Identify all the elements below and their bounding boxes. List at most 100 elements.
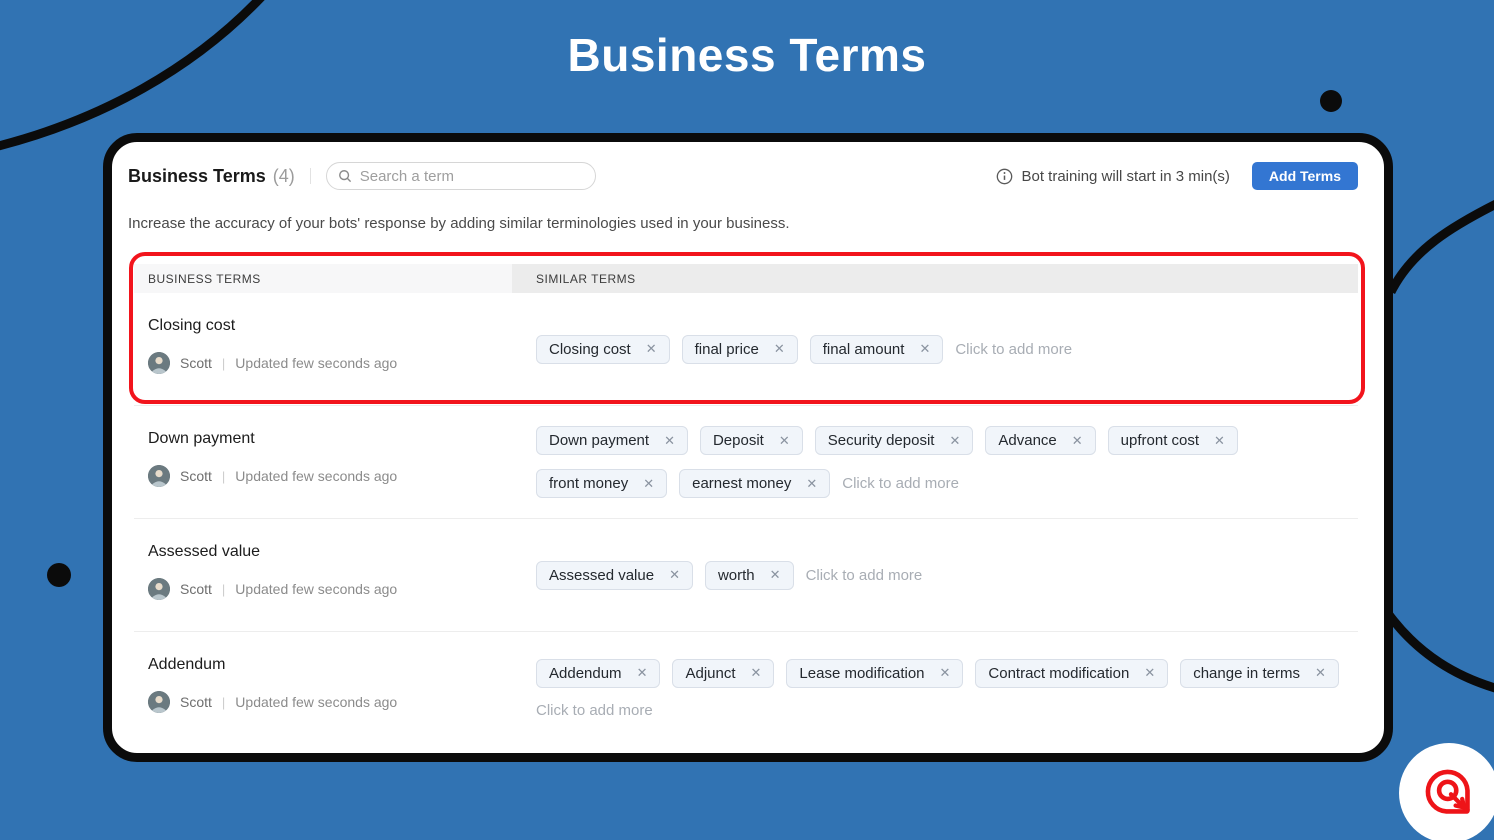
close-icon[interactable]: ✕ bbox=[778, 432, 790, 448]
search-icon bbox=[338, 170, 351, 183]
terms-count: (4) bbox=[272, 165, 295, 186]
close-icon[interactable]: ✕ bbox=[949, 432, 961, 448]
similar-term-tag: Addendum ✕ bbox=[536, 658, 661, 688]
similar-terms-cell[interactable]: Assessed value ✕ worth ✕ Click to add mo… bbox=[512, 519, 1358, 631]
author-name: Scott bbox=[180, 355, 212, 371]
table-row: Assessed value Scott | Updated few secon… bbox=[134, 519, 1358, 632]
similar-terms-cell[interactable]: Closing cost ✕ final price ✕ final amoun… bbox=[512, 293, 1358, 405]
tag-label: Closing cost bbox=[549, 340, 631, 358]
updated-timestamp: Updated few seconds ago bbox=[235, 694, 398, 710]
close-icon[interactable]: ✕ bbox=[1071, 432, 1083, 448]
avatar bbox=[148, 352, 170, 374]
similar-term-tag: final amount ✕ bbox=[809, 334, 944, 364]
close-icon[interactable]: ✕ bbox=[645, 341, 657, 356]
author-name: Scott bbox=[180, 468, 212, 484]
term-name: Down payment bbox=[148, 430, 255, 447]
table-row: Addendum Scott | Updated few seconds ago bbox=[134, 632, 1358, 745]
add-more-placeholder[interactable]: Click to add more bbox=[536, 701, 653, 719]
tag-label: Lease modification bbox=[799, 664, 925, 682]
table-row: Down payment Scott | Updated few seconds… bbox=[134, 406, 1358, 519]
brand-logo bbox=[1425, 769, 1470, 814]
tag-label: final price bbox=[694, 340, 759, 358]
avatar bbox=[148, 578, 170, 600]
meta-separator: | bbox=[221, 468, 226, 484]
close-icon[interactable]: ✕ bbox=[806, 475, 818, 491]
training-status-text: Bot training will start in 3 min(s) bbox=[1021, 167, 1230, 185]
tag-label: Adjunct bbox=[685, 664, 736, 682]
similar-term-tag: Adjunct ✕ bbox=[672, 658, 775, 688]
close-icon[interactable]: ✕ bbox=[664, 432, 675, 448]
close-icon[interactable]: ✕ bbox=[643, 475, 655, 491]
tag-label: Security deposit bbox=[827, 432, 935, 449]
meta-separator: | bbox=[221, 694, 226, 710]
term-meta: Scott | Updated few seconds ago bbox=[148, 578, 498, 600]
add-more-placeholder[interactable]: Click to add more bbox=[842, 475, 959, 492]
business-term-cell: Closing cost Scott | Updated few seconds… bbox=[134, 293, 512, 405]
similar-term-tag: Down payment ✕ bbox=[536, 426, 688, 455]
close-icon[interactable]: ✕ bbox=[636, 665, 648, 680]
term-name: Assessed value bbox=[148, 543, 261, 560]
author-name: Scott bbox=[180, 694, 212, 710]
close-icon[interactable]: ✕ bbox=[773, 341, 785, 356]
similar-term-tag: Security deposit ✕ bbox=[814, 426, 974, 455]
term-name: Addendum bbox=[148, 656, 226, 673]
table-body: Closing cost Scott | Updated few seconds… bbox=[134, 293, 1358, 745]
card-title: Business Terms bbox=[128, 165, 266, 186]
add-more-placeholder[interactable]: Click to add more bbox=[805, 566, 923, 584]
similar-term-tag: Lease modification ✕ bbox=[786, 658, 964, 688]
similar-term-tag: worth ✕ bbox=[704, 560, 794, 590]
add-more-placeholder[interactable]: Click to add more bbox=[955, 340, 1073, 358]
brand-badge bbox=[1399, 743, 1494, 840]
close-icon[interactable]: ✕ bbox=[669, 567, 680, 582]
search-input[interactable] bbox=[359, 167, 584, 185]
search-box[interactable] bbox=[325, 162, 596, 190]
close-icon[interactable]: ✕ bbox=[750, 665, 762, 680]
avatar bbox=[148, 691, 170, 713]
updated-timestamp: Updated few seconds ago bbox=[235, 581, 398, 597]
similar-term-tag: Deposit ✕ bbox=[699, 426, 803, 455]
similar-term-tag: final price ✕ bbox=[681, 334, 798, 364]
tag-label: upfront cost bbox=[1120, 432, 1200, 449]
business-terms-card: Business Terms (4) Bot training will sta… bbox=[103, 133, 1393, 762]
close-icon[interactable]: ✕ bbox=[769, 567, 781, 582]
tag-label: Advance bbox=[998, 432, 1057, 449]
close-icon[interactable]: ✕ bbox=[1144, 665, 1156, 680]
similar-term-tag: Advance ✕ bbox=[985, 426, 1096, 455]
term-meta: Scott | Updated few seconds ago bbox=[148, 691, 498, 713]
similar-term-tag: Assessed value ✕ bbox=[536, 560, 693, 590]
business-term-cell: Addendum Scott | Updated few seconds ago bbox=[134, 632, 512, 745]
close-icon[interactable]: ✕ bbox=[1214, 432, 1225, 448]
page-title: Business Terms bbox=[567, 29, 927, 81]
header-divider bbox=[309, 168, 311, 184]
decor-dot-top-right bbox=[1320, 90, 1342, 112]
updated-timestamp: Updated few seconds ago bbox=[235, 468, 398, 484]
meta-separator: | bbox=[221, 355, 226, 371]
similar-term-tag: Contract modification ✕ bbox=[975, 658, 1169, 688]
tag-label: Down payment bbox=[549, 432, 650, 449]
tag-label: Contract modification bbox=[988, 664, 1130, 682]
decor-dot-left bbox=[47, 563, 71, 587]
tag-label: final amount bbox=[822, 340, 905, 358]
tag-label: worth bbox=[717, 566, 755, 584]
table-row: Closing cost Scott | Updated few seconds… bbox=[134, 293, 1358, 406]
term-name: Closing cost bbox=[148, 317, 236, 334]
tag-label: Addendum bbox=[549, 664, 622, 682]
similar-terms-cell[interactable]: Down payment ✕ Deposit ✕ Security deposi… bbox=[512, 406, 1358, 518]
similar-terms-cell[interactable]: Addendum ✕ Adjunct ✕ Lease modification … bbox=[512, 632, 1358, 745]
table-header-row: BUSINESS TERMS SIMILAR TERMS bbox=[134, 264, 1358, 293]
tag-label: Deposit bbox=[712, 432, 764, 449]
term-meta: Scott | Updated few seconds ago bbox=[148, 352, 498, 374]
business-term-cell: Down payment Scott | Updated few seconds… bbox=[134, 406, 512, 518]
similar-term-tag: change in terms ✕ bbox=[1180, 658, 1339, 688]
avatar bbox=[148, 465, 170, 487]
close-icon[interactable]: ✕ bbox=[919, 341, 931, 356]
business-term-cell: Assessed value Scott | Updated few secon… bbox=[134, 519, 512, 631]
close-icon[interactable]: ✕ bbox=[1314, 665, 1326, 680]
terms-table: BUSINESS TERMS SIMILAR TERMS Closing cos… bbox=[129, 252, 1365, 745]
close-icon[interactable]: ✕ bbox=[939, 665, 951, 680]
term-meta: Scott | Updated few seconds ago bbox=[148, 465, 498, 487]
add-terms-button[interactable]: Add Terms bbox=[1251, 162, 1358, 190]
tag-label: earnest money bbox=[692, 475, 792, 492]
training-status: Bot training will start in 3 min(s) bbox=[996, 168, 1230, 185]
